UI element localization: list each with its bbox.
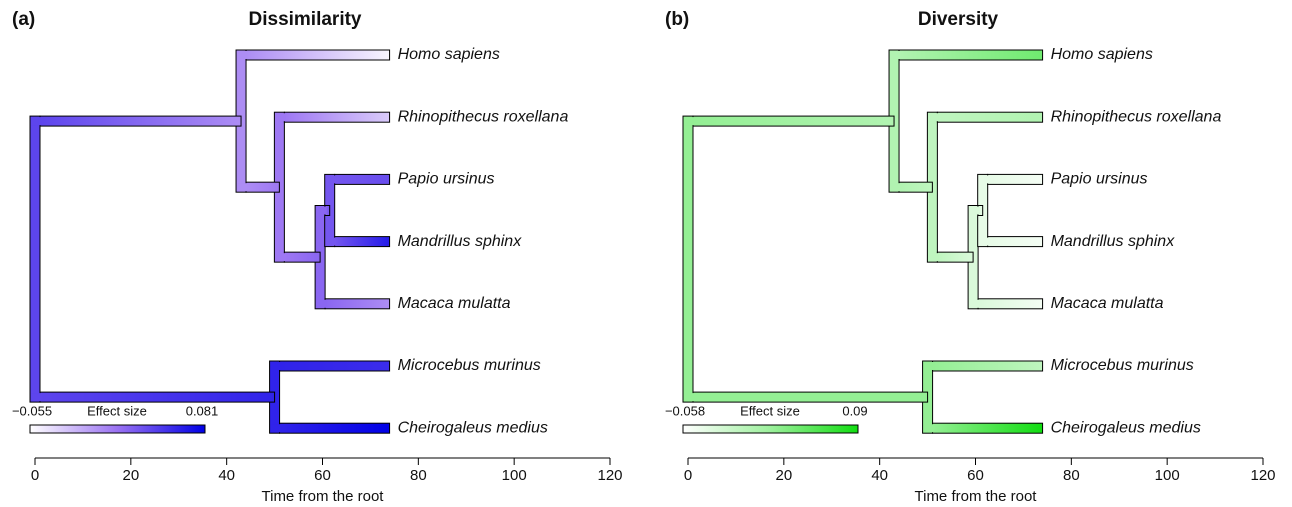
colorbar [682, 424, 859, 434]
tip-label: Macaca mulatta [1051, 295, 1164, 312]
x-tick-label: 20 [775, 467, 792, 484]
chart-title: Dissimilarity [249, 9, 362, 30]
legend-title: Effect size [740, 403, 800, 418]
x-tick-label: 100 [502, 467, 527, 484]
x-axis-label: Time from the root [915, 488, 1038, 505]
tip-label: Papio ursinus [398, 171, 495, 188]
tip-label: Homo sapiens [1051, 46, 1153, 63]
joint [928, 113, 939, 122]
branch [932, 360, 1044, 372]
joint [684, 393, 695, 402]
colorbar [29, 424, 206, 434]
x-tick-label: 0 [31, 467, 39, 484]
joint [31, 117, 42, 126]
x-tick-label: 120 [597, 467, 622, 484]
tip-label: Mandrillus sphinx [398, 233, 523, 250]
tip-label: Mandrillus sphinx [1051, 233, 1176, 250]
colorbar-min: −0.058 [665, 403, 705, 418]
joint [316, 299, 327, 308]
x-tick-label: 60 [314, 467, 331, 484]
colorbar-max: 0.081 [186, 403, 219, 418]
x-tick-label: 80 [410, 467, 427, 484]
panel-label: (b) [665, 9, 689, 30]
joint [316, 206, 327, 215]
branch [898, 181, 933, 193]
tip-label: Microcebus murinus [1051, 357, 1194, 374]
branch [279, 360, 391, 372]
branch [987, 173, 1044, 185]
joint [237, 51, 248, 59]
joint [978, 237, 990, 246]
tip-label: Microcebus murinus [398, 357, 541, 374]
chart-title: Diversity [918, 9, 999, 30]
joint [969, 206, 980, 215]
panel-label: (a) [12, 9, 35, 30]
x-tick-label: 0 [684, 467, 692, 484]
colorbar-min: −0.055 [12, 403, 52, 418]
branch [936, 111, 1044, 123]
branch [692, 391, 929, 403]
legend-title: Effect size [87, 403, 147, 418]
joint [275, 113, 286, 122]
tip-label: Macaca mulatta [398, 295, 511, 312]
joint [969, 299, 980, 308]
x-axis-label: Time from the root [262, 488, 385, 505]
joint [270, 362, 282, 370]
branch [324, 298, 391, 310]
joint [325, 237, 337, 246]
branch-connector [682, 115, 694, 403]
x-tick-label: 40 [871, 467, 888, 484]
x-tick-label: 120 [1250, 467, 1275, 484]
joint [890, 183, 901, 192]
x-tick-label: 20 [122, 467, 139, 484]
joint [923, 362, 935, 370]
joint [275, 253, 286, 262]
joint [325, 175, 337, 184]
joint [928, 253, 939, 262]
x-tick-label: 60 [967, 467, 984, 484]
joint [684, 117, 695, 126]
branch [898, 49, 1044, 61]
branch [932, 422, 1044, 434]
joint [31, 393, 42, 402]
branch-connector [29, 115, 41, 403]
panel: (b) Diversity Homo sapiens Rhinopithecus ro… [665, 9, 1276, 505]
branch [283, 111, 391, 123]
tip-label: Rhinopithecus roxellana [398, 108, 569, 125]
tip-label: Papio ursinus [1051, 171, 1148, 188]
tip-label: Rhinopithecus roxellana [1051, 108, 1222, 125]
joint [978, 175, 990, 184]
x-tick-label: 100 [1155, 467, 1180, 484]
branch [279, 422, 391, 434]
branch [39, 391, 276, 403]
panel: (a) Dissimilarity Homo sapiens Rhinopithecu… [12, 9, 623, 505]
x-tick-label: 40 [218, 467, 235, 484]
branch [245, 181, 280, 193]
branch [977, 298, 1044, 310]
joint [270, 424, 282, 433]
branch [245, 49, 391, 61]
branch [692, 115, 895, 127]
joint [237, 183, 248, 192]
joint [890, 51, 901, 59]
tip-label: Cheirogaleus medius [398, 419, 548, 436]
branch [936, 251, 974, 263]
branch [39, 115, 242, 127]
branch [334, 173, 391, 185]
x-tick-label: 80 [1063, 467, 1080, 484]
joint [923, 424, 935, 433]
branch [283, 251, 321, 263]
colorbar-max: 0.09 [842, 403, 867, 418]
tip-label: Homo sapiens [398, 46, 500, 63]
tip-label: Cheirogaleus medius [1051, 419, 1201, 436]
branch [334, 236, 391, 248]
branch [987, 236, 1044, 248]
